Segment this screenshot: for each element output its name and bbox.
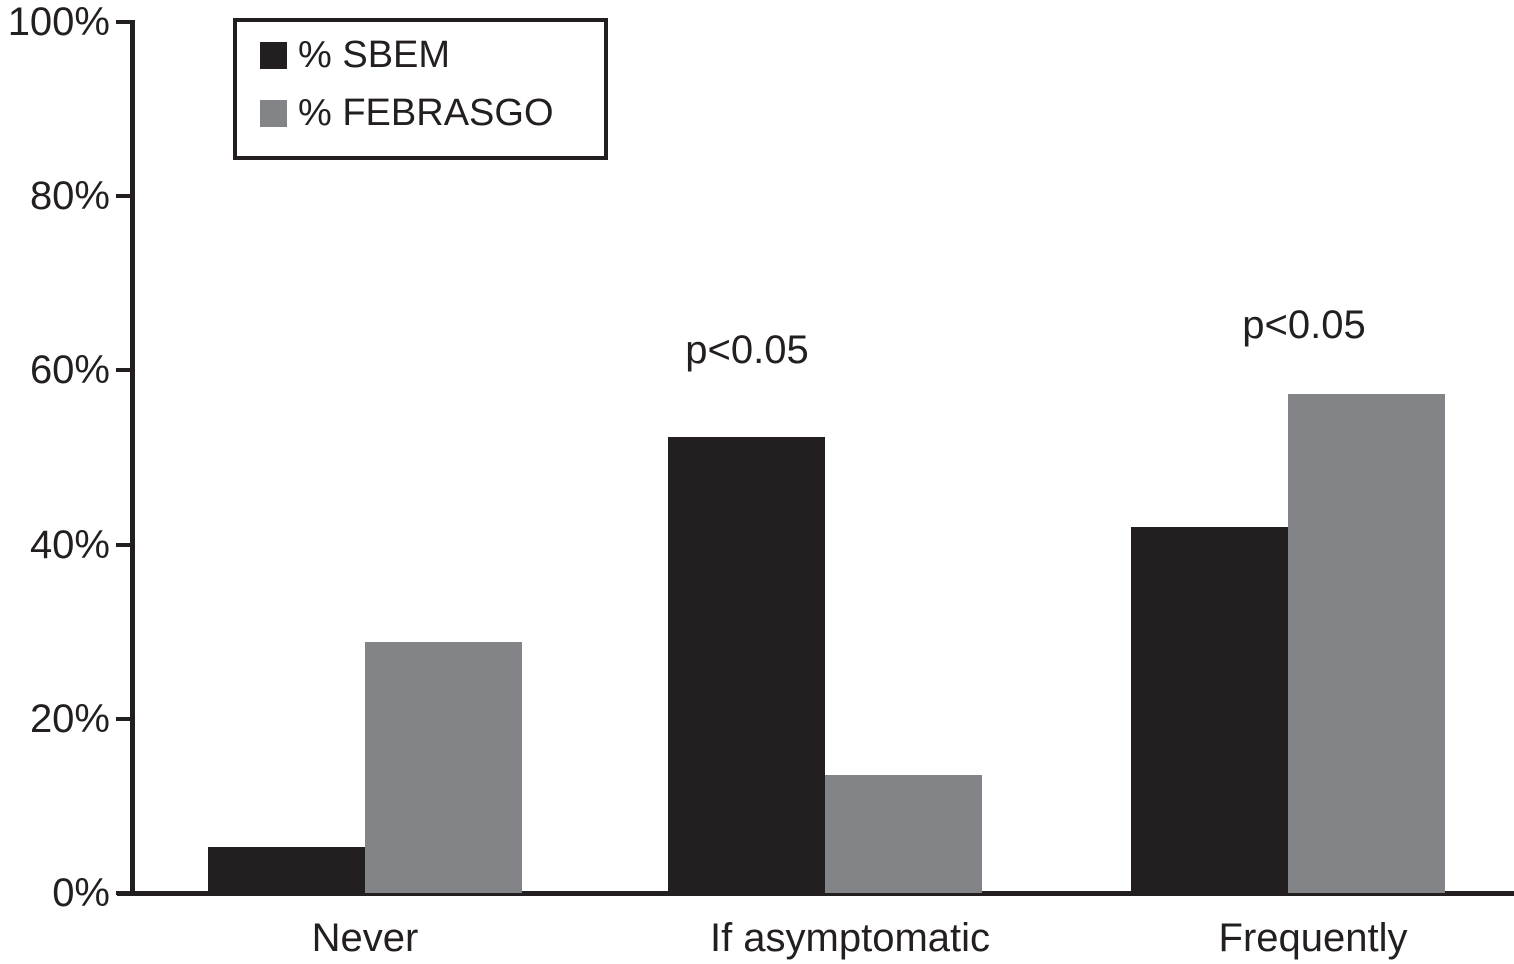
y-tick-60	[116, 368, 132, 373]
bar-never-febrasgo	[365, 642, 522, 893]
y-tick-label-20: 20%	[29, 696, 110, 741]
sbem-legend-label: % SBEM	[298, 34, 451, 76]
y-tick-label-100: 100%	[7, 0, 110, 44]
legend: % SBEM % FEBRASGO	[233, 18, 608, 160]
p-value-annotation-1: p<0.05	[685, 328, 809, 372]
legend-item-sbem: % SBEM	[260, 33, 450, 77]
y-tick-100	[116, 20, 132, 24]
y-tick-0	[116, 891, 132, 895]
x-label-if-asymptomatic: If asymptomatic	[709, 916, 991, 960]
y-tick-40	[116, 542, 132, 547]
y-tick-label-40: 40%	[29, 522, 110, 567]
y-tick-label-0: 0%	[52, 871, 110, 915]
y-tick-20	[116, 716, 132, 721]
y-tick-80	[116, 194, 132, 199]
febrasgo-legend-swatch	[260, 99, 287, 127]
x-label-never: Never	[311, 916, 419, 960]
p-value-annotation-2: p<0.05	[1242, 303, 1366, 347]
bar-if-asymptomatic-febrasgo	[825, 775, 982, 893]
legend-item-febrasgo: % FEBRASGO	[260, 91, 554, 135]
y-tick-label-80: 80%	[29, 174, 110, 219]
bar-frequently-febrasgo	[1288, 393, 1445, 893]
febrasgo-legend-label: % FEBRASGO	[298, 92, 554, 134]
bar-if-asymptomatic-sbem	[668, 436, 825, 893]
sbem-legend-swatch	[260, 41, 287, 69]
bar-frequently-sbem	[1131, 527, 1288, 893]
x-label-frequently: Frequently	[1218, 916, 1408, 960]
y-axis-line	[130, 20, 135, 896]
y-tick-label-60: 60%	[29, 348, 110, 393]
x-axis-line	[117, 891, 1514, 896]
bar-never-sbem	[208, 846, 365, 893]
